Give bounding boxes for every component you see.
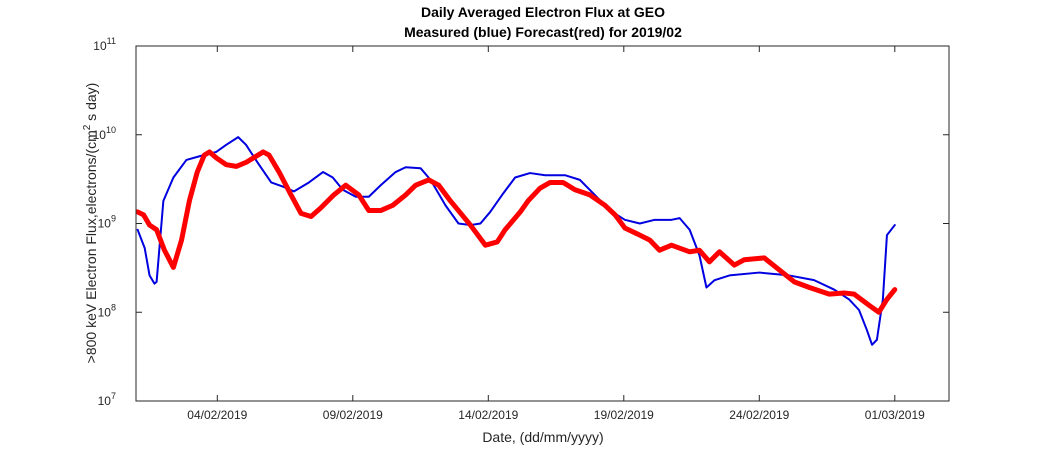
y-tick-exponent: 8 xyxy=(111,302,116,312)
y-tick-label: 1010 xyxy=(93,125,116,142)
y-tick-label: 108 xyxy=(98,302,116,319)
y-tick-base: 10 xyxy=(93,39,107,53)
y-tick-base: 10 xyxy=(98,394,112,408)
plot-frame xyxy=(135,45,950,402)
y-axis-label: >800 keV Electron Flux,electrons/(cm2 s … xyxy=(82,83,99,364)
y-tick-exponent: 7 xyxy=(111,391,116,401)
series-line xyxy=(136,149,898,315)
y-axis-label-part: >800 keV Electron Flux,electrons/(cm xyxy=(83,130,99,363)
y-tick-label: 1011 xyxy=(93,36,116,53)
x-tick-label: 19/02/2019 xyxy=(594,408,654,422)
y-tick-exponent: 10 xyxy=(106,125,116,135)
x-tick-label: 14/02/2019 xyxy=(458,408,518,422)
y-tick-base: 10 xyxy=(93,128,107,142)
x-tick-label: 09/02/2019 xyxy=(323,408,383,422)
chart-title: Daily Averaged Electron Flux at GEO xyxy=(421,4,665,20)
y-tick-base: 10 xyxy=(98,305,112,319)
y-axis-label-part: 2 xyxy=(82,124,93,130)
x-tick-label: 04/02/2019 xyxy=(187,408,247,422)
y-tick-exponent: 11 xyxy=(107,36,116,46)
x-tick-label: 01/03/2019 xyxy=(865,408,925,422)
y-tick-label: 109 xyxy=(98,214,116,231)
y-axis-label-part: s day) xyxy=(83,83,99,125)
x-tick-label: 24/02/2019 xyxy=(729,408,789,422)
y-tick-exponent: 9 xyxy=(111,214,116,224)
chart-subtitle: Measured (blue) Forecast(red) for 2019/0… xyxy=(404,24,682,40)
y-tick-base: 10 xyxy=(98,217,112,231)
y-tick-label: 107 xyxy=(98,391,116,408)
x-axis-label: Date, (dd/mm/yyyy) xyxy=(482,429,603,445)
series-line xyxy=(136,136,896,346)
